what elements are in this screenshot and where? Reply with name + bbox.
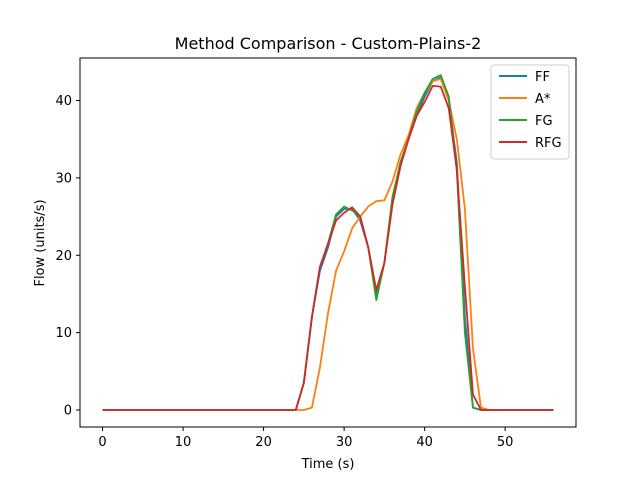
x-tick-label: 20 <box>255 435 272 450</box>
series-line-rfg <box>102 84 554 411</box>
y-tick-label: 30 <box>55 171 72 186</box>
legend-label: RFG <box>535 136 562 151</box>
y-axis-label: Flow (units/s) <box>33 199 48 286</box>
y-tick-label: 10 <box>55 326 72 341</box>
plot-area <box>102 74 554 411</box>
x-tick-label: 30 <box>336 435 353 450</box>
y-tick-label: 0 <box>64 403 72 418</box>
y-axis: 0 10 20 30 40 <box>55 94 80 418</box>
legend: FF A* FG RFG <box>490 64 570 160</box>
chart-title: Method Comparison - Custom-Plains-2 <box>175 34 482 53</box>
y-tick-label: 20 <box>55 249 72 264</box>
x-tick-label: 0 <box>98 435 106 450</box>
x-tick-label: 40 <box>416 435 433 450</box>
legend-label: A* <box>535 92 551 107</box>
y-tick-label: 40 <box>55 94 72 109</box>
x-axis-label: Time (s) <box>301 457 355 472</box>
x-tick-label: 50 <box>497 435 514 450</box>
x-tick-label: 10 <box>175 435 192 450</box>
legend-box <box>490 64 570 160</box>
legend-label: FF <box>535 70 550 85</box>
legend-label: FG <box>535 114 553 129</box>
x-axis: 0 10 20 30 40 50 <box>98 427 513 450</box>
plot-frame <box>79 57 577 428</box>
